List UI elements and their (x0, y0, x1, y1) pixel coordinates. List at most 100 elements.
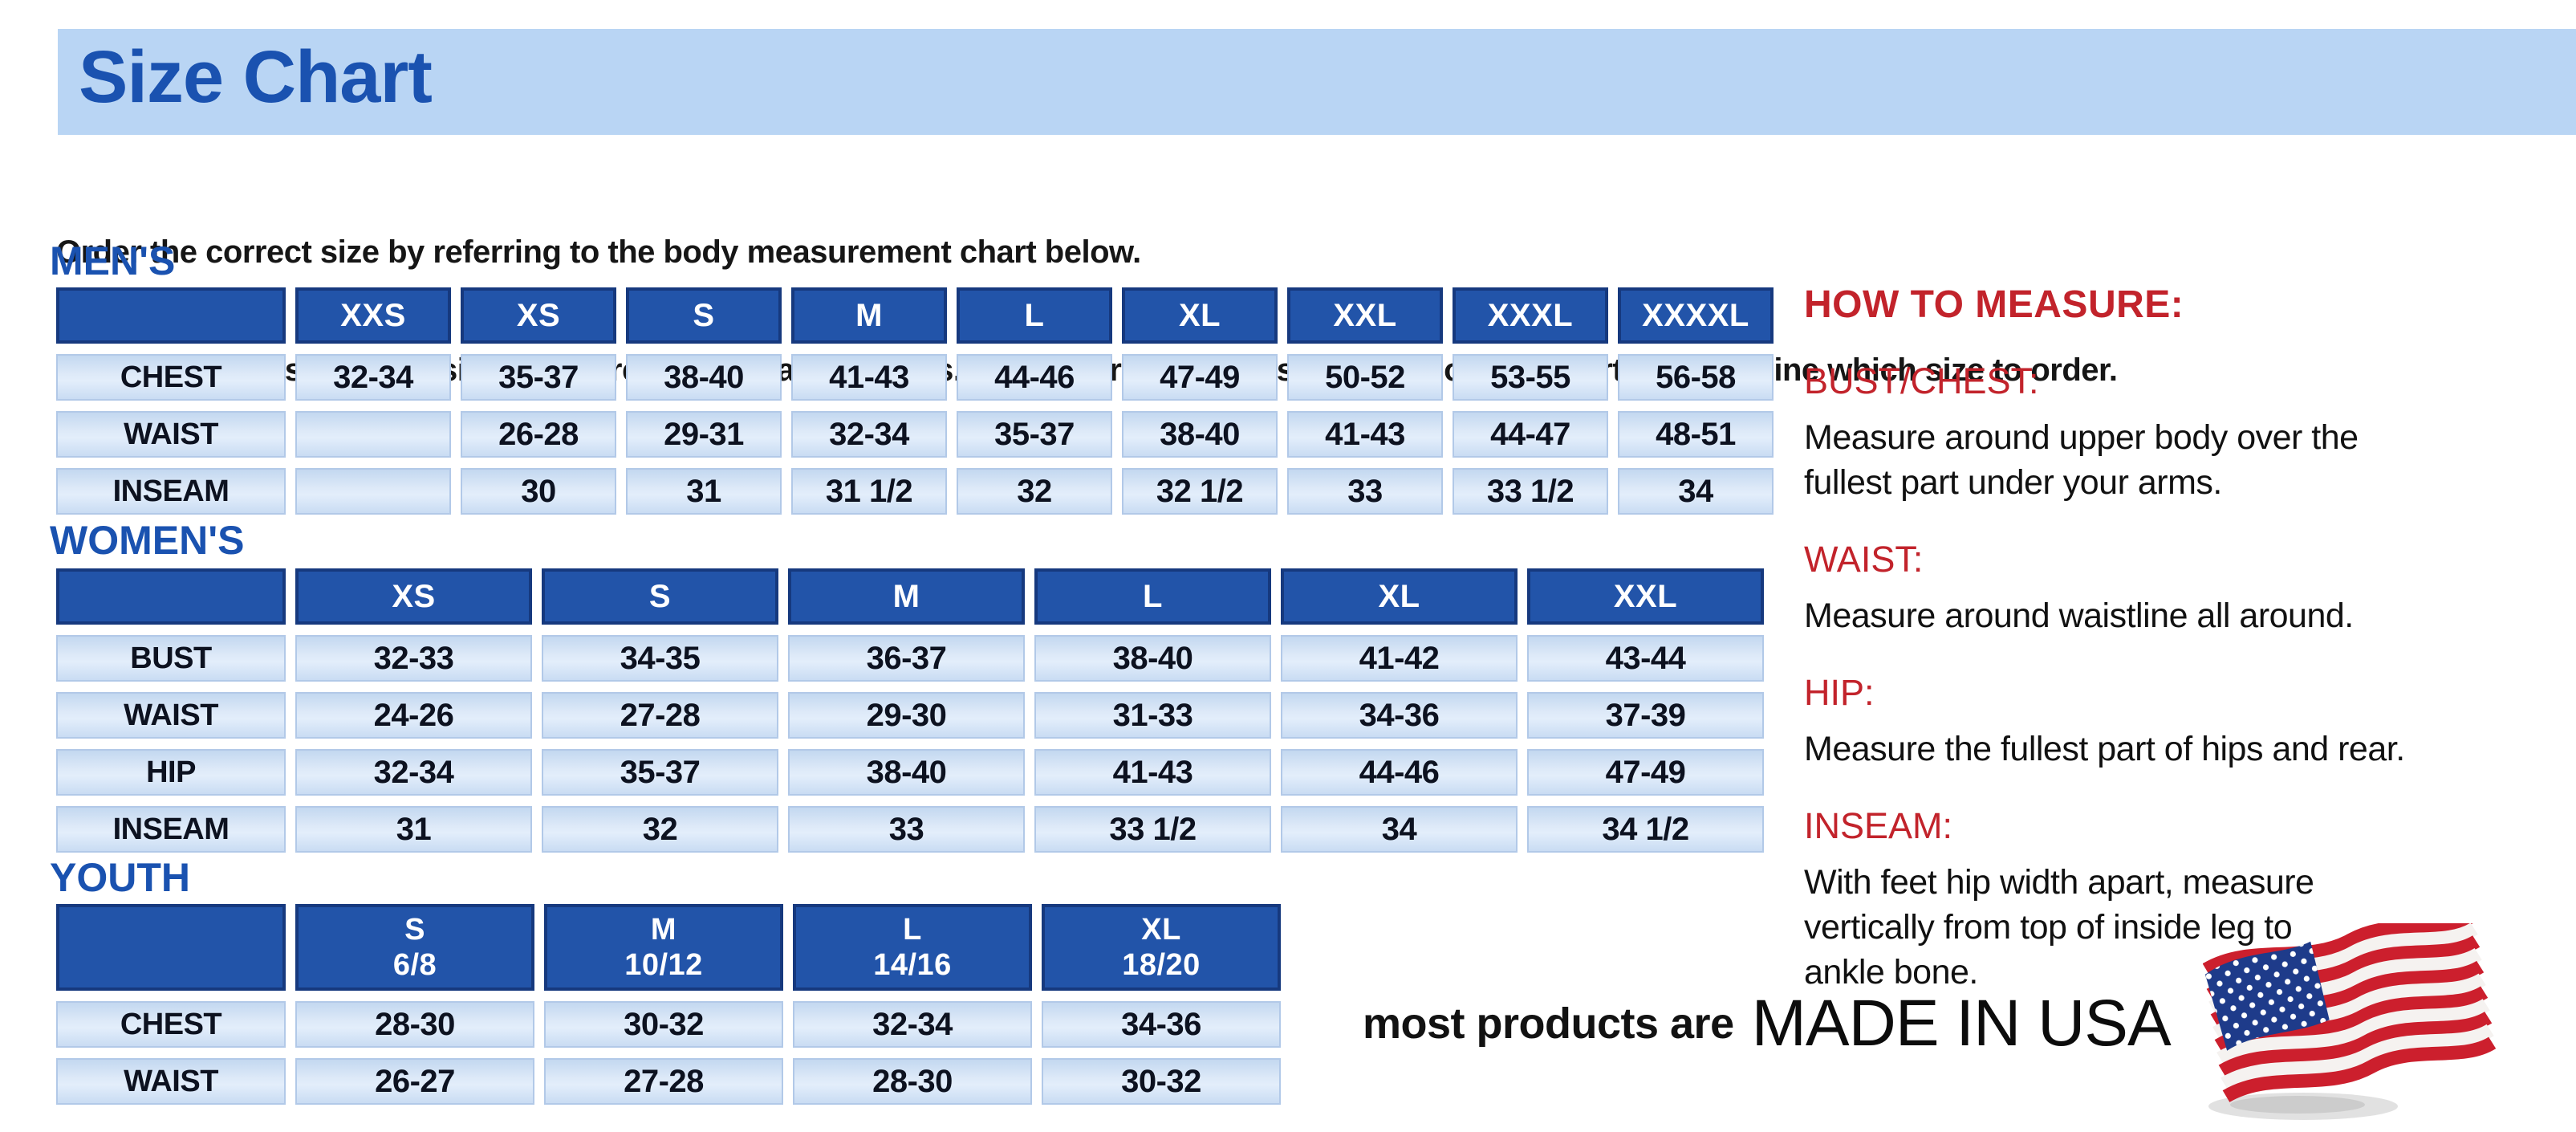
column-header-cell: L (1034, 568, 1271, 625)
hip-label: HIP: (1804, 672, 1875, 713)
value-cell: 34-35 (542, 635, 778, 682)
bust-chest-text: Measure around upper body over the fulle… (1804, 418, 2359, 502)
column-header-cell: XXXXL (1618, 287, 1774, 344)
row-label-cell: CHEST (56, 1001, 286, 1048)
row-label-cell: HIP (56, 749, 286, 796)
value-cell: 37-39 (1527, 692, 1764, 739)
column-header-cell: L 14/16 (793, 904, 1032, 991)
value-cell: 31 (626, 468, 782, 515)
value-cell: 41-43 (1034, 749, 1271, 796)
value-cell: 35-37 (957, 411, 1112, 458)
value-cell: 50-52 (1287, 354, 1443, 401)
how-to-measure-item: INSEAM: With feet hip width apart, measu… (1804, 805, 2574, 995)
value-cell: 31 (295, 806, 532, 853)
value-cell: 44-46 (1281, 749, 1518, 796)
value-cell: 38-40 (1122, 411, 1278, 458)
table-corner-cell (56, 287, 286, 344)
value-cell: 27-28 (544, 1058, 783, 1105)
womens-size-table: XS S M L XL XXL BUST 32-33 34-35 36-37 38-40 41-42 4… (56, 568, 1764, 853)
value-cell: 29-30 (788, 692, 1025, 739)
row-label-cell: WAIST (56, 1058, 286, 1105)
value-cell: 53-55 (1453, 354, 1608, 401)
value-cell: 30-32 (1042, 1058, 1281, 1105)
value-cell: 41-43 (1287, 411, 1443, 458)
value-cell: 33 (1287, 468, 1443, 515)
column-header-cell: S (542, 568, 778, 625)
value-cell: 28-30 (793, 1058, 1032, 1105)
table-corner-cell (56, 568, 286, 625)
value-cell: 34-36 (1042, 1001, 1281, 1048)
value-cell: 44-47 (1453, 411, 1608, 458)
value-cell: 32-34 (793, 1001, 1032, 1048)
row-label-cell: INSEAM (56, 468, 286, 515)
us-flag-icon (2202, 910, 2508, 1124)
how-to-measure-item: HIP: Measure the fullest part of hips an… (1804, 672, 2574, 772)
intro-line-1: Order the correct size by referring to t… (56, 234, 1141, 270)
how-to-measure-title: HOW TO MEASURE: (1804, 283, 2184, 326)
inseam-label: INSEAM: (1804, 805, 1953, 846)
value-cell: 56-58 (1618, 354, 1774, 401)
value-cell: 26-27 (295, 1058, 534, 1105)
value-cell: 34 (1618, 468, 1774, 515)
value-cell: 35-37 (461, 354, 616, 401)
value-cell: 44-46 (957, 354, 1112, 401)
value-cell: 41-43 (791, 354, 947, 401)
value-cell: 32 (542, 806, 778, 853)
value-cell: 43-44 (1527, 635, 1764, 682)
youth-section-heading: YOUTH (50, 855, 190, 900)
value-cell: 27-28 (542, 692, 778, 739)
value-cell: 36-37 (788, 635, 1025, 682)
value-cell: 26-28 (461, 411, 616, 458)
how-to-measure-item: BUST/CHEST: Measure around upper body ov… (1804, 360, 2574, 505)
value-cell: 34-36 (1281, 692, 1518, 739)
made-in-usa-banner: most products are MADE IN USA (1363, 910, 2508, 1124)
value-cell: 30 (461, 468, 616, 515)
column-header-cell: S (626, 287, 782, 344)
mens-size-table: XXS XS S M L XL XXL XXXL XXXXL CHEST 32-34 35-37 38-… (56, 287, 1774, 515)
value-cell: 38-40 (1034, 635, 1271, 682)
made-in-usa-text: MADE IN USA (1751, 987, 2172, 1060)
value-cell: 33 1/2 (1453, 468, 1608, 515)
value-cell: 33 (788, 806, 1025, 853)
waist-text: Measure around waistline all around. (1804, 597, 2354, 635)
value-cell: 30-32 (544, 1001, 783, 1048)
value-cell: 32-34 (295, 354, 451, 401)
value-cell: 32 (957, 468, 1112, 515)
value-cell (295, 468, 451, 515)
inseam-text: With feet hip width apart, measure verti… (1804, 863, 2314, 992)
hip-text: Measure the fullest part of hips and rea… (1804, 730, 2405, 768)
value-cell: 34 (1281, 806, 1518, 853)
value-cell: 38-40 (788, 749, 1025, 796)
column-header-cell: S 6/8 (295, 904, 534, 991)
how-to-measure-panel: HOW TO MEASURE: BUST/CHEST: Measure arou… (1804, 283, 2574, 995)
value-cell: 33 1/2 (1034, 806, 1271, 853)
column-header-cell: XXS (295, 287, 451, 344)
column-header-cell: XXL (1287, 287, 1443, 344)
page-title: Size Chart (79, 36, 433, 118)
column-header-cell: M (788, 568, 1025, 625)
how-to-measure-item: WAIST: Measure around waistline all arou… (1804, 539, 2574, 638)
value-cell: 28-30 (295, 1001, 534, 1048)
value-cell: 41-42 (1281, 635, 1518, 682)
column-header-cell: XS (295, 568, 532, 625)
column-header-cell: M 10/12 (544, 904, 783, 991)
column-header-cell: XL 18/20 (1042, 904, 1281, 991)
value-cell: 31 1/2 (791, 468, 947, 515)
youth-size-table: S 6/8 M 10/12 L 14/16 XL 18/20 CHEST 28-30 30-32 32… (56, 904, 1281, 1105)
column-header-cell: XXXL (1453, 287, 1608, 344)
column-header-cell: M (791, 287, 947, 344)
row-label-cell: BUST (56, 635, 286, 682)
value-cell (295, 411, 451, 458)
row-label-cell: INSEAM (56, 806, 286, 853)
value-cell: 48-51 (1618, 411, 1774, 458)
value-cell: 31-33 (1034, 692, 1271, 739)
value-cell: 47-49 (1527, 749, 1764, 796)
table-corner-cell (56, 904, 286, 991)
column-header-cell: L (957, 287, 1112, 344)
value-cell: 24-26 (295, 692, 532, 739)
column-header-cell: XL (1281, 568, 1518, 625)
row-label-cell: WAIST (56, 411, 286, 458)
value-cell: 32-33 (295, 635, 532, 682)
size-chart-banner: Size Chart (58, 29, 2576, 135)
value-cell: 34 1/2 (1527, 806, 1764, 853)
